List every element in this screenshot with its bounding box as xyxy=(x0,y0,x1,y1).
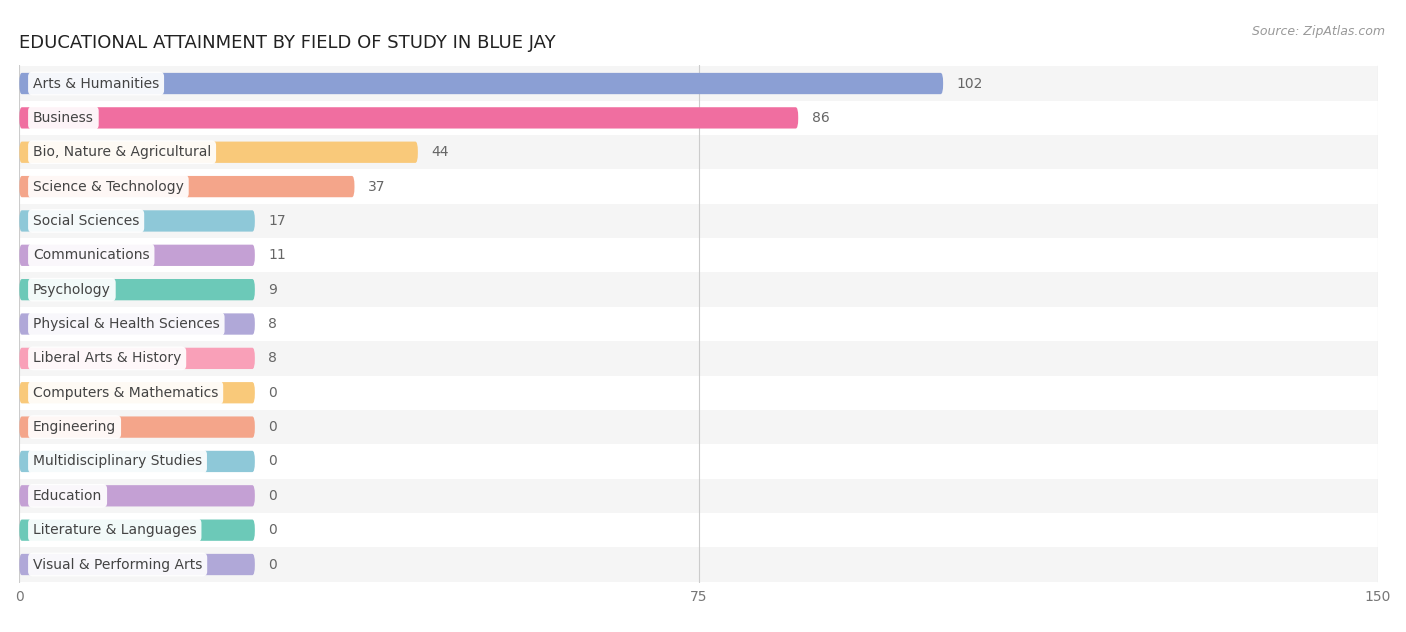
Text: Communications: Communications xyxy=(32,248,149,262)
Text: Social Sciences: Social Sciences xyxy=(32,214,139,228)
Bar xyxy=(20,169,1378,204)
Text: Physical & Health Sciences: Physical & Health Sciences xyxy=(32,317,219,331)
Bar xyxy=(20,547,1378,581)
Bar xyxy=(20,307,1378,341)
Bar xyxy=(20,135,1378,169)
Text: 44: 44 xyxy=(432,145,449,159)
Text: Visual & Performing Arts: Visual & Performing Arts xyxy=(32,557,202,571)
FancyBboxPatch shape xyxy=(20,485,254,506)
Text: 102: 102 xyxy=(956,76,983,90)
Text: 37: 37 xyxy=(368,179,385,193)
FancyBboxPatch shape xyxy=(20,107,799,128)
Text: 86: 86 xyxy=(811,111,830,125)
Text: Source: ZipAtlas.com: Source: ZipAtlas.com xyxy=(1251,25,1385,39)
Text: 0: 0 xyxy=(269,454,277,468)
FancyBboxPatch shape xyxy=(20,554,254,575)
Bar xyxy=(20,410,1378,444)
Text: 0: 0 xyxy=(269,489,277,503)
Bar xyxy=(20,204,1378,238)
Text: Psychology: Psychology xyxy=(32,283,111,296)
FancyBboxPatch shape xyxy=(20,73,943,94)
Text: 0: 0 xyxy=(269,557,277,571)
Text: Computers & Mathematics: Computers & Mathematics xyxy=(32,386,218,399)
FancyBboxPatch shape xyxy=(20,416,254,438)
Text: Education: Education xyxy=(32,489,103,503)
Text: Engineering: Engineering xyxy=(32,420,117,434)
FancyBboxPatch shape xyxy=(20,245,254,266)
Bar xyxy=(20,238,1378,272)
Bar xyxy=(20,444,1378,478)
Text: 9: 9 xyxy=(269,283,277,296)
FancyBboxPatch shape xyxy=(20,142,418,163)
Text: 0: 0 xyxy=(269,386,277,399)
FancyBboxPatch shape xyxy=(20,348,254,369)
Text: 0: 0 xyxy=(269,523,277,537)
Text: Multidisciplinary Studies: Multidisciplinary Studies xyxy=(32,454,202,468)
Text: Science & Technology: Science & Technology xyxy=(32,179,184,193)
Text: Liberal Arts & History: Liberal Arts & History xyxy=(32,351,181,365)
Bar xyxy=(20,341,1378,375)
FancyBboxPatch shape xyxy=(20,313,254,335)
Bar xyxy=(20,375,1378,410)
Text: Arts & Humanities: Arts & Humanities xyxy=(32,76,159,90)
Text: 11: 11 xyxy=(269,248,287,262)
FancyBboxPatch shape xyxy=(20,176,354,197)
Text: 17: 17 xyxy=(269,214,285,228)
Text: Bio, Nature & Agricultural: Bio, Nature & Agricultural xyxy=(32,145,211,159)
FancyBboxPatch shape xyxy=(20,451,254,472)
FancyBboxPatch shape xyxy=(20,210,254,231)
Bar xyxy=(20,513,1378,547)
Text: EDUCATIONAL ATTAINMENT BY FIELD OF STUDY IN BLUE JAY: EDUCATIONAL ATTAINMENT BY FIELD OF STUDY… xyxy=(20,34,555,52)
Bar xyxy=(20,272,1378,307)
Bar xyxy=(20,66,1378,100)
FancyBboxPatch shape xyxy=(20,382,254,403)
Text: 0: 0 xyxy=(269,420,277,434)
Text: 8: 8 xyxy=(269,317,277,331)
Text: Business: Business xyxy=(32,111,94,125)
Text: 8: 8 xyxy=(269,351,277,365)
FancyBboxPatch shape xyxy=(20,520,254,541)
FancyBboxPatch shape xyxy=(20,279,254,300)
Bar xyxy=(20,478,1378,513)
Bar xyxy=(20,100,1378,135)
Text: Literature & Languages: Literature & Languages xyxy=(32,523,197,537)
